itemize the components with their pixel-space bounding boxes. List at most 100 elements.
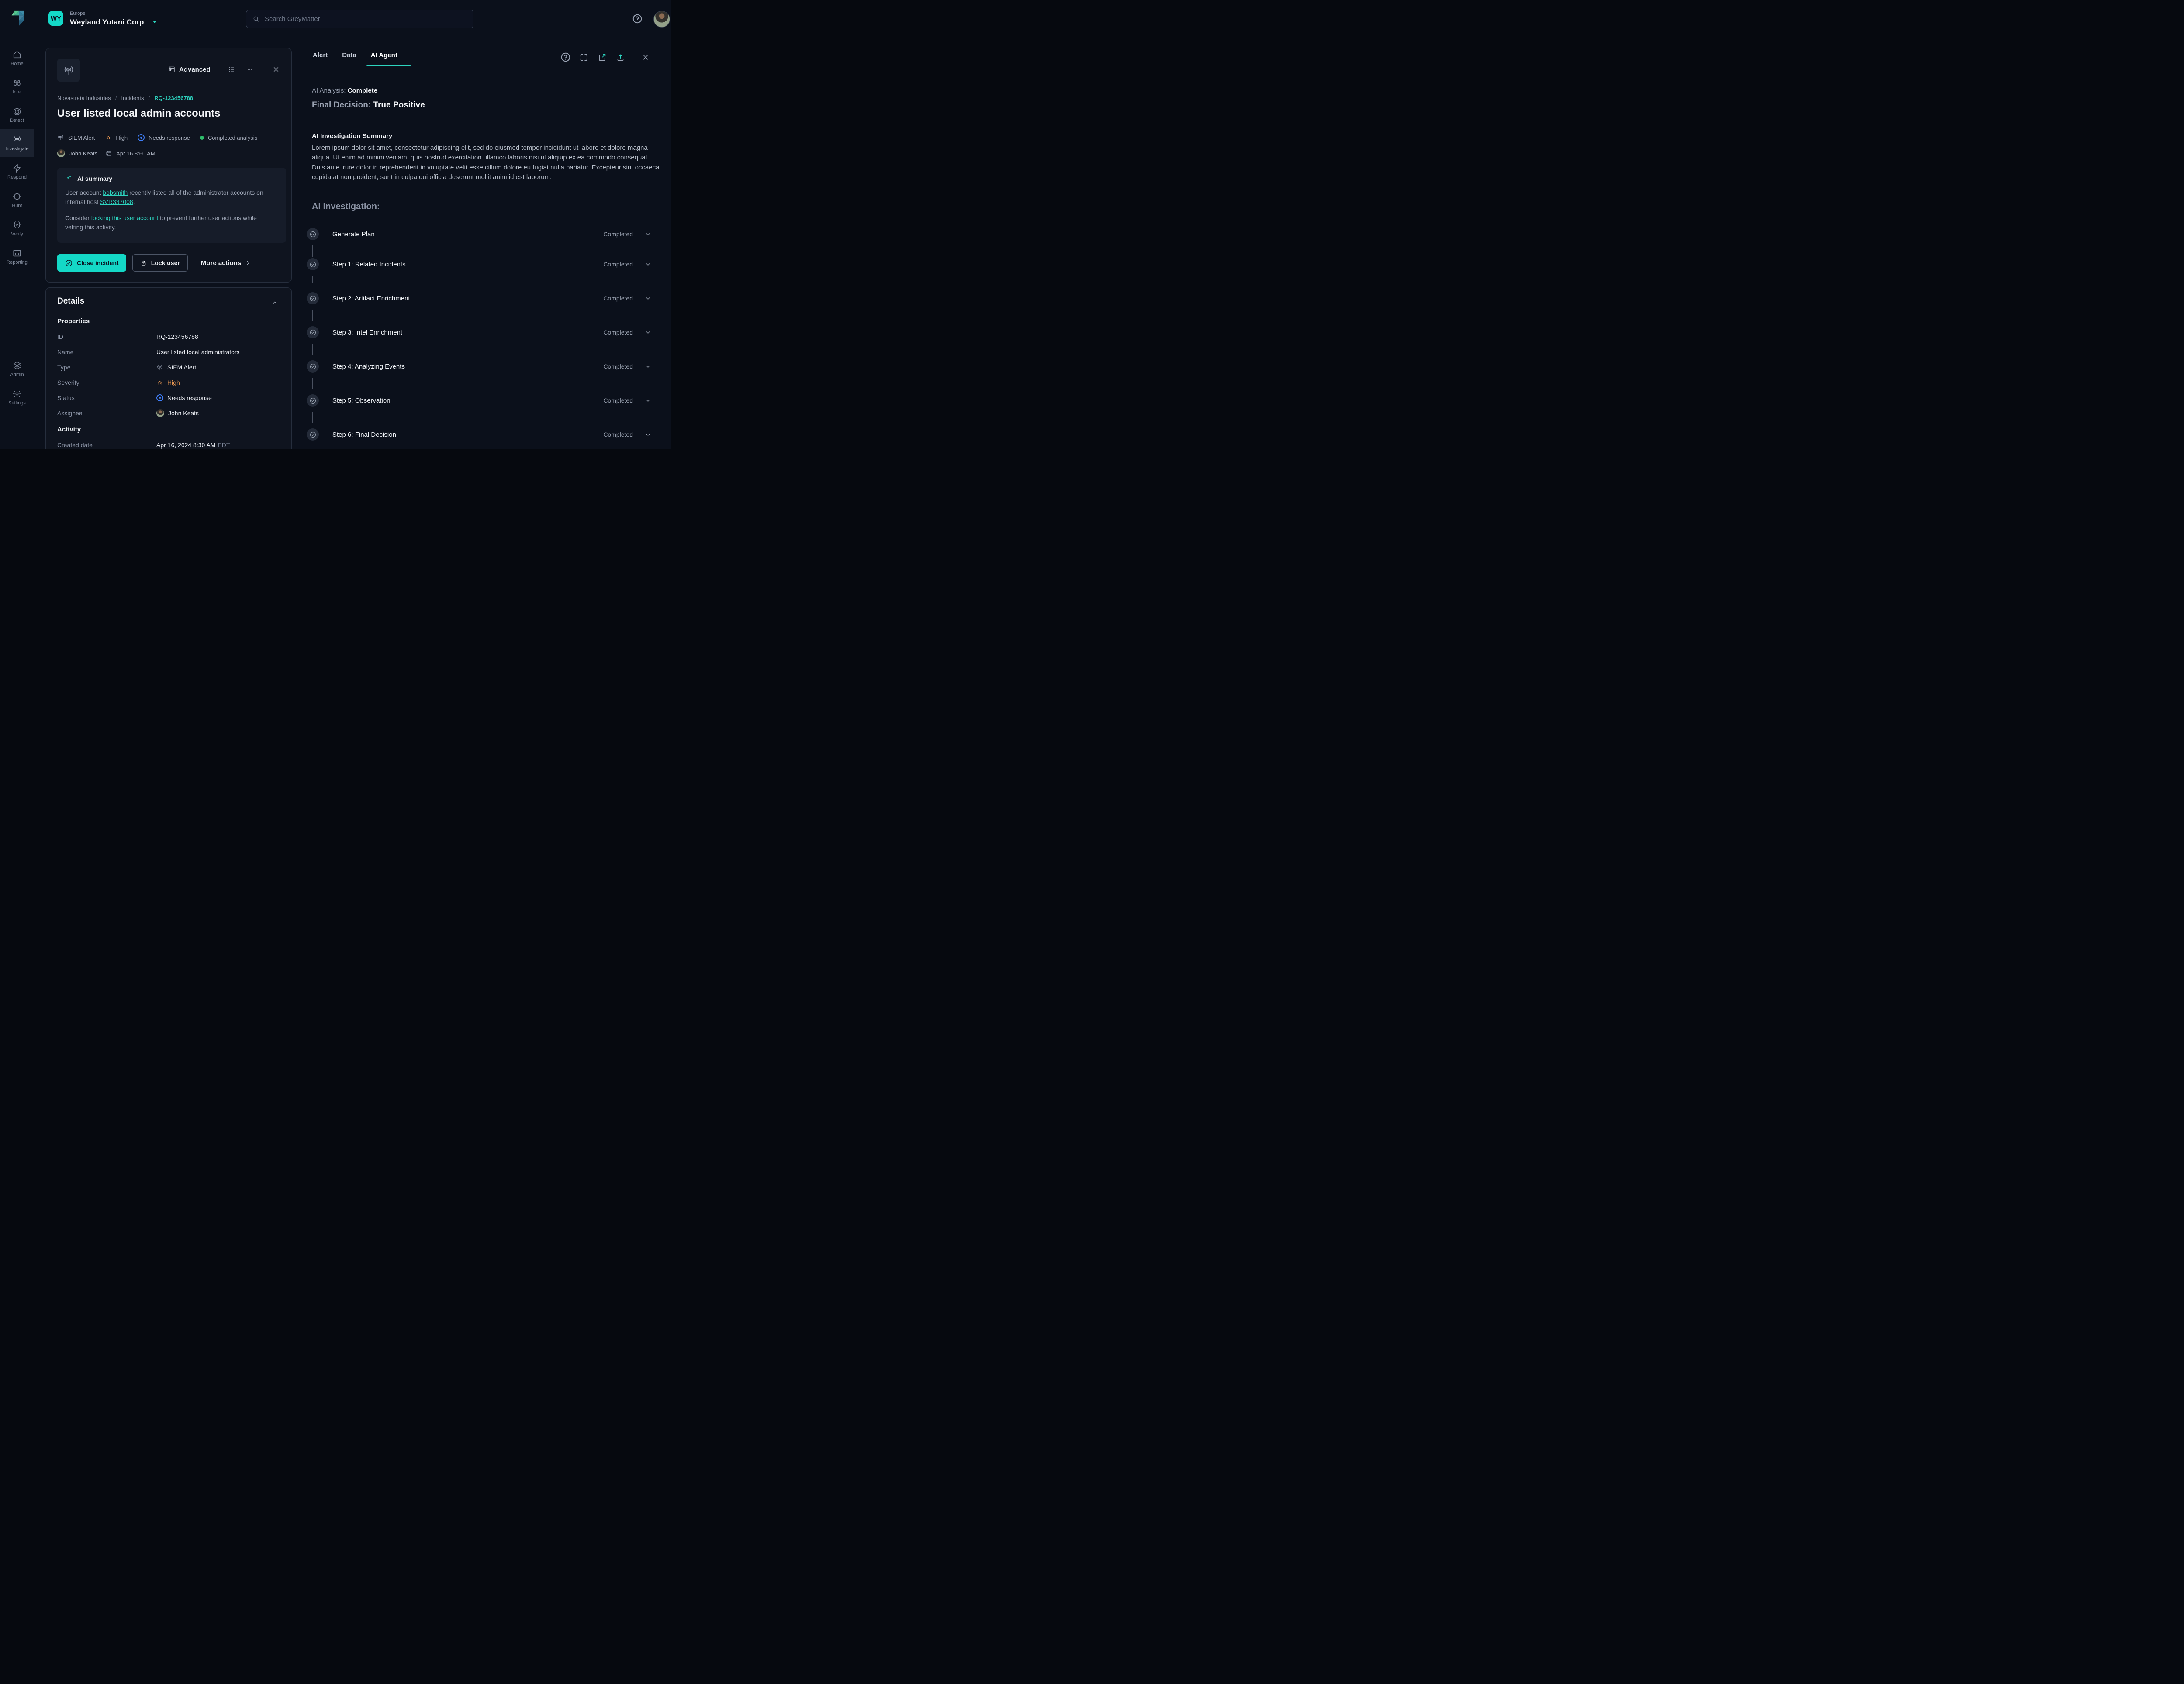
close-icon[interactable] <box>272 66 280 73</box>
sidebar: Home Intel Detect Investigate Respond Hu… <box>0 0 34 449</box>
sidebar-item-detect[interactable]: Detect <box>0 100 34 129</box>
layers-icon <box>13 361 21 369</box>
sidebar-item-label: Respond <box>7 174 27 180</box>
tab-ai-agent[interactable]: AI Agent <box>370 52 397 59</box>
link-user-account[interactable]: bobsmith <box>103 189 128 196</box>
step-label: Step 3: Intel Enrichment <box>332 328 403 336</box>
incident-status: Needs response <box>149 134 190 141</box>
chevron-right-icon <box>247 261 249 265</box>
chevron-down-icon[interactable] <box>644 231 652 238</box>
close-incident-button[interactable]: Close incident <box>57 254 126 272</box>
close-incident-label: Close incident <box>77 259 119 266</box>
sidebar-item-admin[interactable]: Admin <box>0 355 34 383</box>
created-date-timezone: EDT <box>218 442 230 449</box>
step-label: Step 5: Observation <box>332 397 390 404</box>
chevron-down-icon[interactable] <box>644 431 652 438</box>
breadcrumb-separator: / <box>115 95 117 101</box>
radar-icon <box>13 108 21 115</box>
incident-card: Advanced Novastrata Industries / Inciden… <box>45 48 292 283</box>
step-completed-icon <box>307 258 319 270</box>
sidebar-item-home[interactable]: Home <box>0 44 34 72</box>
lock-icon <box>142 260 145 266</box>
list-icon[interactable] <box>228 66 235 73</box>
step-connector <box>312 378 313 389</box>
breadcrumb: Novastrata Industries / Incidents / RQ-1… <box>57 95 193 101</box>
incident-type-tile <box>57 59 80 82</box>
sidebar-item-verify[interactable]: Verify <box>0 214 34 242</box>
property-row-type: Type SIEM Alert <box>57 363 197 371</box>
broadcast-icon <box>58 135 63 140</box>
created-date-row: Created date Apr 16, 2024 8:30 AM EDT <box>57 442 230 449</box>
sidebar-item-label: Home <box>10 61 24 66</box>
sidebar-item-settings[interactable]: Settings <box>0 383 34 411</box>
ai-summary-paragraph-2: Consider locking this user account to pr… <box>65 214 257 231</box>
home-icon <box>13 51 21 58</box>
step-status: Completed <box>603 329 633 336</box>
breadcrumb-org[interactable]: Novastrata Industries <box>57 95 111 101</box>
breadcrumb-incident-id[interactable]: RQ-123456788 <box>154 95 194 101</box>
investigation-step-row[interactable]: Generate Plan Completed <box>307 228 652 257</box>
app-window: Home Intel Detect Investigate Respond Hu… <box>0 0 671 449</box>
property-row-assignee: Assignee John Keats <box>57 409 199 417</box>
investigation-step-row[interactable]: Step 5: Observation Completed <box>307 394 652 423</box>
org-region-label: Europe <box>70 11 86 16</box>
brand-logo-icon[interactable] <box>11 9 24 26</box>
sidebar-item-respond[interactable]: Respond <box>0 157 34 186</box>
link-lock-account[interactable]: locking this user account <box>91 214 159 221</box>
more-actions-button[interactable]: More actions <box>201 259 252 267</box>
sidebar-item-label: Intel <box>12 89 22 95</box>
incident-date: Apr 16 8:60 AM <box>116 150 156 157</box>
broadcast-icon <box>64 66 73 75</box>
property-row-id: ID RQ-123456788 <box>57 333 198 340</box>
sidebar-item-hunt[interactable]: Hunt <box>0 186 34 214</box>
advanced-button[interactable]: Advanced <box>168 66 211 73</box>
step-status: Completed <box>603 363 633 370</box>
step-status: Completed <box>603 261 633 268</box>
breadcrumb-separator: / <box>148 95 150 101</box>
chevron-down-icon[interactable] <box>644 329 652 336</box>
investigation-step-row[interactable]: Step 1: Related Incidents Completed <box>307 258 652 283</box>
external-link-icon[interactable] <box>598 53 607 62</box>
lock-user-button[interactable]: Lock user <box>132 254 188 272</box>
sidebar-nav-bottom: Admin Settings <box>0 355 34 411</box>
ai-summary-panel: AI summary User account bobsmith recentl… <box>57 168 286 243</box>
search-input[interactable] <box>264 15 467 23</box>
ellipsis-icon[interactable] <box>246 66 254 73</box>
sidebar-item-intel[interactable]: Intel <box>0 72 34 100</box>
tab-data[interactable]: Data <box>342 52 356 59</box>
org-switcher-caret-icon[interactable] <box>153 21 156 23</box>
chevron-down-icon[interactable] <box>644 363 652 370</box>
investigation-step-row[interactable]: Step 4: Analyzing Events Completed <box>307 360 652 389</box>
crosshair-icon <box>13 192 21 201</box>
investigation-step-row[interactable]: Step 2: Artifact Enrichment Completed <box>307 292 652 321</box>
calendar-icon <box>106 151 111 156</box>
chevron-down-icon[interactable] <box>644 397 652 404</box>
details-heading: Details <box>57 297 85 306</box>
step-label: Step 4: Analyzing Events <box>332 362 405 370</box>
link-host[interactable]: SVR337008 <box>100 198 133 205</box>
help-circle-icon[interactable] <box>632 14 643 24</box>
step-connector <box>312 245 313 257</box>
org-name: Weyland Yutani Corp <box>70 18 144 26</box>
fullscreen-icon[interactable] <box>579 53 588 62</box>
help-circle-icon[interactable] <box>560 52 571 62</box>
chevron-up-icon[interactable] <box>271 299 278 306</box>
assignee-avatar <box>57 149 65 157</box>
sidebar-item-reporting[interactable]: Reporting <box>0 242 34 271</box>
lock-user-label: Lock user <box>151 259 180 266</box>
chevron-down-icon[interactable] <box>644 261 652 268</box>
investigation-step-row[interactable]: Step 3: Intel Enrichment Completed <box>307 326 652 355</box>
chevrons-up-icon <box>107 136 111 140</box>
investigation-step-row[interactable]: Step 6: Final Decision Completed <box>307 428 652 441</box>
record-circle-icon <box>138 134 145 141</box>
step-connector <box>312 310 313 321</box>
breadcrumb-incidents[interactable]: Incidents <box>121 95 144 101</box>
close-icon[interactable] <box>641 53 650 62</box>
chevron-down-icon[interactable] <box>644 295 652 302</box>
tab-alert[interactable]: Alert <box>313 52 328 59</box>
sidebar-item-investigate[interactable]: Investigate <box>0 129 34 157</box>
bar-chart-icon <box>13 250 21 256</box>
activity-heading: Activity <box>57 426 81 433</box>
upload-icon[interactable] <box>616 53 625 62</box>
user-avatar[interactable] <box>653 11 670 28</box>
